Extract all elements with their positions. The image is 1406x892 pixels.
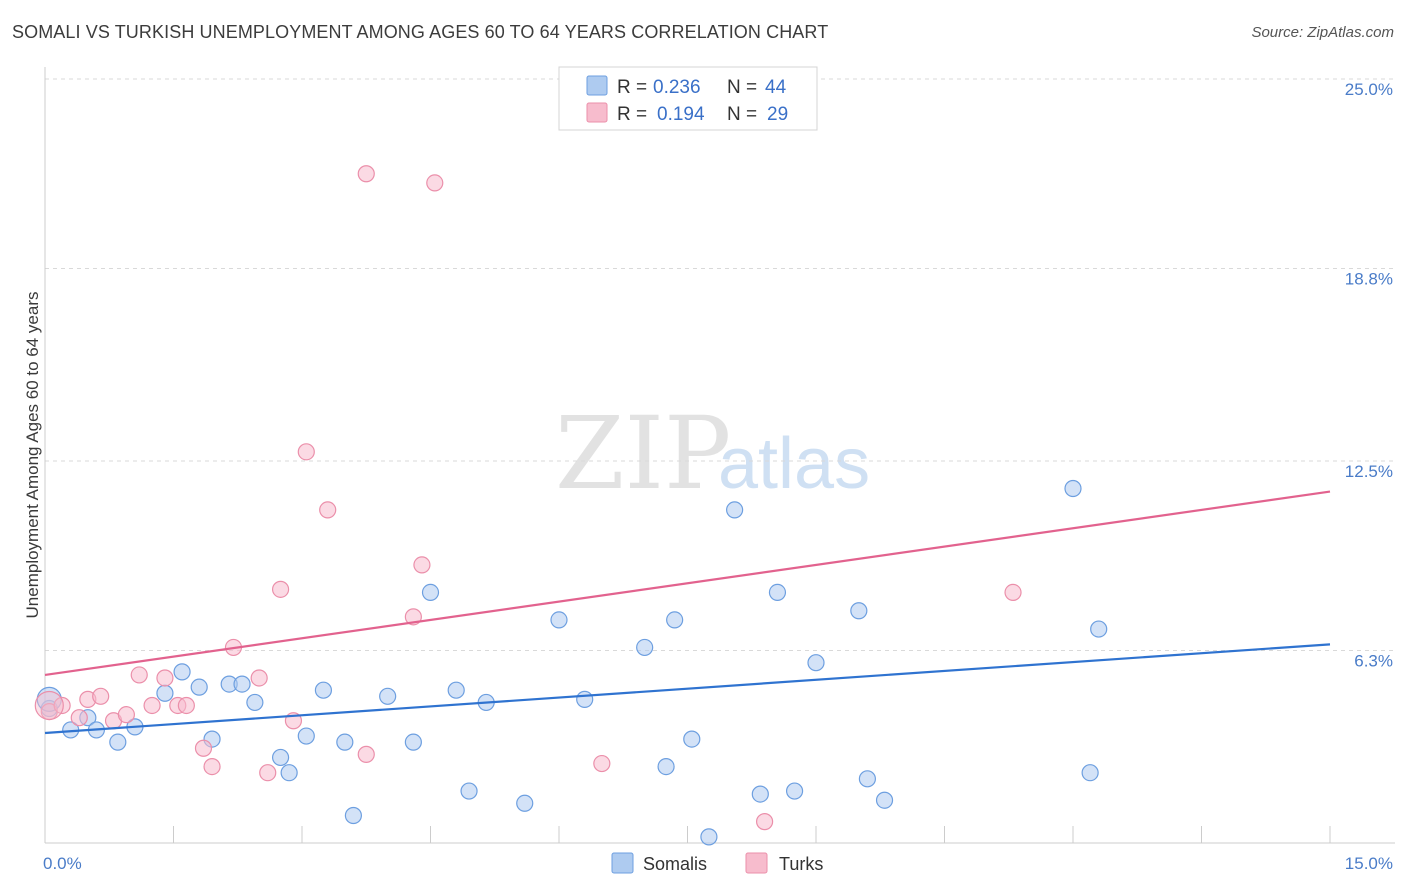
turk-points <box>34 165 1022 831</box>
somali-points <box>36 479 1108 846</box>
somali-point <box>657 757 675 776</box>
turk-point <box>426 174 444 192</box>
legend-somali-r-label: R = <box>617 77 647 98</box>
somali-point <box>233 675 251 693</box>
turk-point <box>177 696 195 715</box>
turk-point <box>297 443 315 461</box>
turk-point <box>53 696 71 715</box>
turk-point <box>755 813 774 831</box>
turk-point <box>143 696 161 715</box>
x-tick-label-max: 15.0% <box>1345 854 1393 873</box>
legend-somali-swatch <box>586 75 608 96</box>
somali-point <box>109 733 127 751</box>
legend-turk-r-label: R = <box>617 104 647 125</box>
turk-point <box>593 754 611 773</box>
turk-point <box>70 709 88 727</box>
chart-title: SOMALI VS TURKISH UNEMPLOYMENT AMONG AGE… <box>12 22 829 42</box>
somali-point <box>768 583 787 602</box>
somali-point <box>280 764 298 782</box>
turk-point <box>117 706 135 724</box>
turk-point <box>259 764 277 782</box>
somali-point <box>576 690 594 708</box>
somali-point <box>550 611 568 629</box>
turk-point <box>92 687 110 705</box>
somali-point <box>751 785 769 803</box>
turk-point <box>319 501 337 519</box>
turk-point <box>203 757 221 776</box>
somali-point <box>700 828 718 846</box>
somali-point <box>297 727 315 745</box>
somali-point <box>858 770 877 788</box>
somali-point <box>404 733 422 751</box>
somali-point <box>447 681 465 699</box>
somali-point <box>421 583 440 602</box>
trend-lines <box>44 490 1331 735</box>
legend-somali-r-value: 0.236 <box>653 77 701 98</box>
turk-point <box>357 165 375 183</box>
turk-point <box>156 669 174 687</box>
legend-turk-r-value: 0.194 <box>657 104 705 125</box>
watermark-atlas: atlas <box>718 424 870 504</box>
turk-point <box>271 580 290 598</box>
y-tick-label: 18.8% <box>1345 269 1393 288</box>
bottom-legend-turk-swatch <box>745 852 768 874</box>
legend-somali-n-label: N = <box>727 77 757 98</box>
y-tick-label: 25.0% <box>1345 80 1393 99</box>
somali-point <box>683 730 701 748</box>
somali-point <box>875 791 894 809</box>
somali-point <box>807 654 825 672</box>
somali-point <box>636 638 654 657</box>
somali-point <box>271 748 290 767</box>
somali-point <box>516 794 534 812</box>
y-tick-label: 12.5% <box>1345 462 1393 481</box>
somali-point <box>850 602 868 620</box>
watermark-zip: ZIP <box>555 395 731 512</box>
bottom-legend-turk-label: Turks <box>779 854 823 874</box>
bottom-legend-somali-label: Somalis <box>643 854 707 874</box>
turk-point <box>194 739 213 757</box>
source-label: Source: ZipAtlas.com <box>1251 24 1394 41</box>
turk-point <box>357 745 375 763</box>
gridlines <box>45 78 1395 651</box>
x-tick-label-min: 0.0% <box>43 854 82 873</box>
turk-point <box>413 556 431 574</box>
bottom-legend-somali-swatch <box>611 852 634 874</box>
somali-point <box>666 611 684 629</box>
legend-turk-swatch <box>586 102 608 123</box>
somali-point <box>246 693 264 712</box>
y-axis-label: Unemployment Among Ages 60 to 64 years <box>23 292 42 619</box>
legend-turk-n-value: 29 <box>767 104 788 125</box>
somali-point <box>1064 479 1082 498</box>
somali-point <box>344 806 362 825</box>
somali-point <box>460 782 478 800</box>
somali-trend-line <box>44 643 1331 735</box>
somali-point <box>156 684 174 702</box>
x-tick-labels: 0.0% 15.0% <box>43 854 1393 873</box>
somali-point <box>336 733 354 751</box>
turk-point <box>250 669 268 687</box>
y-tick-labels: 6.3% 12.5% 18.8% 25.0% <box>1345 80 1393 670</box>
somali-point <box>314 681 333 699</box>
watermark: ZIP atlas <box>555 395 870 512</box>
somali-point <box>726 501 744 519</box>
somali-point <box>785 782 804 800</box>
x-ticks <box>173 826 1331 843</box>
somali-point <box>379 687 397 705</box>
somali-point <box>190 678 208 696</box>
turk-point <box>130 666 148 684</box>
bottom-legend: Somalis Turks <box>611 852 823 874</box>
turk-point-cluster <box>34 690 64 721</box>
somali-point <box>1090 620 1108 638</box>
legend-somali-n-value: 44 <box>765 77 787 98</box>
y-tick-label: 6.3% <box>1354 651 1393 670</box>
turk-trend-line <box>44 490 1331 677</box>
somali-point <box>1081 764 1099 782</box>
legend: R = 0.236 N = 44 R = 0.194 N = 29 <box>558 66 818 131</box>
turk-point <box>1004 583 1022 602</box>
legend-turk-n-label: N = <box>727 104 757 125</box>
somali-point <box>173 663 191 681</box>
